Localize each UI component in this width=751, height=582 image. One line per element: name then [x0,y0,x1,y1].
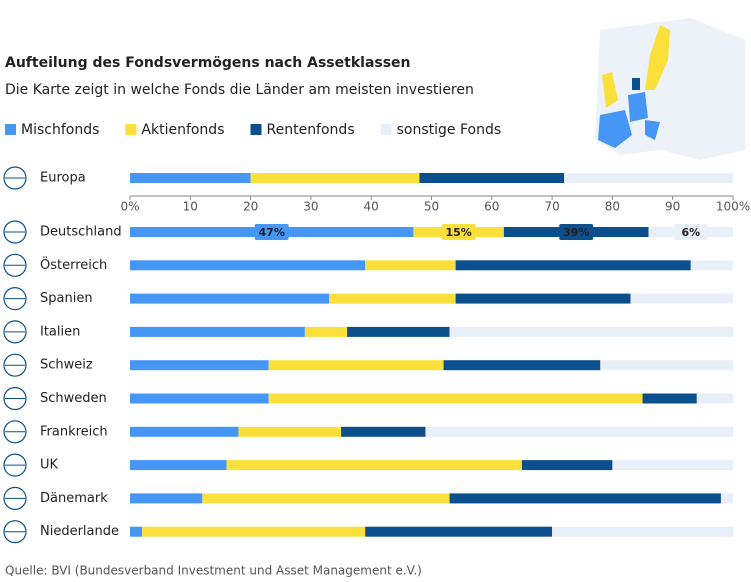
bar-segment [202,493,450,504]
x-tick-label: 0% [120,200,139,214]
bar-segment [642,393,697,404]
x-tick-label: 70 [544,200,559,214]
x-tick-label: 40 [364,200,379,214]
category-label: Frankreich [40,424,108,439]
category-label: Schweden [40,391,107,406]
chart-title: Aufteilung des Fondsvermögens nach Asset… [5,55,411,71]
bar-segment [130,293,329,304]
bar-segment [226,460,522,471]
legend-swatch [5,124,16,135]
category-label: Dänemark [40,491,108,506]
bar-segment [304,326,348,337]
bar-segment [130,260,366,271]
bar-segment [521,460,613,471]
map [595,18,745,160]
legend-label: Aktienfonds [141,122,224,138]
x-tick-label: 20 [243,200,258,214]
bar-segment [250,173,420,183]
category-label: Italien [40,324,80,339]
legend-swatch [125,124,137,135]
annotation: 6% [681,226,700,239]
legend-label: sonstige Fonds [397,122,502,138]
bar-segment [720,493,733,504]
bar-segment [130,360,269,371]
bar-segment [130,393,269,404]
x-tick-label: 100% [716,200,750,214]
chart-subtitle: Die Karte zeigt in welche Fonds die Länd… [5,82,474,98]
x-tick-label: 50 [424,200,439,214]
bar-segment [130,173,251,183]
bar-segment [130,526,143,537]
category-label: Europa [40,171,86,186]
legend-label: Mischfonds [21,122,99,138]
category-label: Österreich [40,256,107,273]
legend-swatch [380,124,392,135]
bar-segment [612,460,733,471]
legend-swatch [250,124,262,135]
bar-segment [690,260,733,271]
bar-segment [564,173,733,183]
x-tick-label: 30 [303,200,318,214]
bar-segment [347,326,450,337]
annotation: 15% [445,226,471,239]
bar-segment [142,526,366,537]
x-tick-label: 90 [665,200,680,214]
x-tick-label: 10 [183,200,198,214]
bar-segment [449,493,721,504]
bar-segment [130,460,227,471]
bar-segment [630,293,733,304]
bar-segment [365,526,553,537]
annotation-bg [441,224,476,240]
annotation-bg [254,224,289,240]
x-tick-label: 80 [605,200,620,214]
bar-segment [449,326,733,337]
bar-segment [268,393,643,404]
annotation: 47% [259,226,285,239]
category-label: Spanien [40,291,93,306]
bar-segment [443,360,601,371]
bar-segment [130,493,203,504]
legend-label: Rentenfonds [267,122,355,138]
bar-segment [425,426,733,437]
bar-segment [455,293,631,304]
bar-segment [130,326,305,337]
annotation: 39% [563,226,589,239]
category-label: UK [40,458,59,473]
bar-segment [130,426,239,437]
annotation-bg [559,224,594,240]
category-label: Niederlande [40,524,119,539]
category-label: Schweiz [40,358,93,373]
bar-segment [552,526,733,537]
bar-segment [455,260,691,271]
bar-segment [600,360,733,371]
bar-segment [238,426,342,437]
bar-segment [268,360,444,371]
x-tick-label: 60 [484,200,499,214]
category-label: Deutschland [40,225,122,240]
bar-segment [328,293,456,304]
annotation-bg [673,224,708,240]
bar-segment [419,173,565,183]
source: Quelle: BVI (Bundesverband Investment un… [5,564,422,578]
bar-segment [341,426,426,437]
bar-segment [696,393,733,404]
bar-segment [365,260,456,271]
